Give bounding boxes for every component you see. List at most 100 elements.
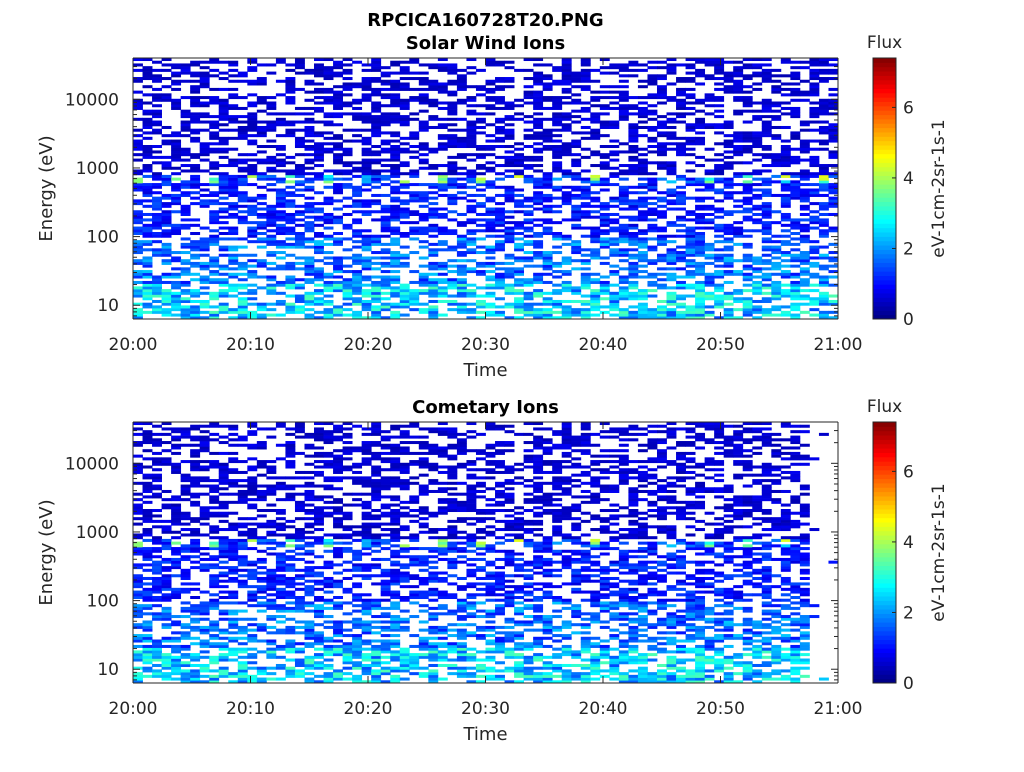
heatmap-cell xyxy=(514,99,524,102)
heatmap-cell xyxy=(209,126,219,129)
heatmap-cell xyxy=(800,270,810,273)
heatmap-cell xyxy=(304,498,314,501)
heatmap-cell xyxy=(428,150,438,153)
heatmap-cell xyxy=(447,178,457,181)
heatmap-cell xyxy=(676,202,686,205)
heatmap-cell xyxy=(133,466,143,469)
heatmap-cell xyxy=(152,104,162,107)
heatmap-cell xyxy=(466,178,476,181)
heatmap-cell xyxy=(362,150,372,153)
heatmap-cell xyxy=(533,278,543,281)
heatmap-cell xyxy=(266,471,276,474)
heatmap-cell xyxy=(781,229,791,232)
heatmap-cell xyxy=(581,156,591,159)
heatmap-cell xyxy=(457,88,467,91)
heatmap-cell xyxy=(714,142,724,145)
heatmap-cell xyxy=(552,186,562,189)
heatmap-cell xyxy=(600,164,610,167)
heatmap-cell xyxy=(647,284,657,287)
heatmap-cell xyxy=(676,175,686,178)
heatmap-cell xyxy=(790,303,800,306)
heatmap-cell xyxy=(200,61,210,64)
heatmap-cell xyxy=(752,74,762,77)
heatmap-cell xyxy=(219,72,229,75)
heatmap-cell xyxy=(381,118,391,121)
heatmap-cell xyxy=(285,582,295,585)
heatmap-cell xyxy=(152,213,162,216)
heatmap-cell xyxy=(581,202,591,205)
heatmap-cell xyxy=(266,593,276,596)
heatmap-cell xyxy=(257,650,267,653)
heatmap-cell xyxy=(181,623,191,626)
heatmap-cell xyxy=(466,66,476,69)
heatmap-cell xyxy=(266,631,276,634)
heatmap-cell xyxy=(295,246,305,249)
heatmap-cell xyxy=(819,295,829,298)
heatmap-cell xyxy=(162,623,172,626)
heatmap-cell xyxy=(285,533,295,536)
heatmap-cell xyxy=(362,237,372,240)
heatmap-cell xyxy=(533,199,543,202)
heatmap-cell xyxy=(819,205,829,208)
heatmap-cell xyxy=(667,256,677,259)
heatmap-cell xyxy=(800,169,810,172)
heatmap-cell xyxy=(447,180,457,183)
heatmap-cell xyxy=(266,159,276,162)
heatmap-cell xyxy=(285,254,295,257)
heatmap-cell xyxy=(200,183,210,186)
heatmap-cell xyxy=(667,314,677,317)
heatmap-cell xyxy=(152,585,162,588)
heatmap-cell xyxy=(514,289,524,292)
heatmap-cell xyxy=(476,286,486,289)
heatmap-cell xyxy=(228,620,238,623)
heatmap-cell xyxy=(181,164,191,167)
heatmap-cell xyxy=(143,620,153,623)
heatmap-cell xyxy=(590,118,600,121)
heatmap-cell xyxy=(285,525,295,528)
heatmap-cell xyxy=(543,229,553,232)
heatmap-cell xyxy=(247,118,257,121)
heatmap-cell xyxy=(209,542,219,545)
heatmap-cell xyxy=(238,601,248,604)
heatmap-cell xyxy=(686,140,696,143)
heatmap-cell xyxy=(771,175,781,178)
heatmap-cell xyxy=(581,259,591,262)
heatmap-cell xyxy=(447,218,457,221)
heatmap-cell xyxy=(390,131,400,134)
heatmap-cell xyxy=(828,191,838,194)
heatmap-cell xyxy=(171,131,181,134)
heatmap-cell xyxy=(647,66,657,69)
colorbar-segment xyxy=(873,171,896,176)
heatmap-cell xyxy=(781,126,791,129)
heatmap-cell xyxy=(552,96,562,99)
heatmap-cell xyxy=(457,99,467,102)
heatmap-cell xyxy=(181,159,191,162)
heatmap-cell xyxy=(571,115,581,118)
heatmap-cell xyxy=(266,672,276,675)
heatmap-cell xyxy=(647,311,657,314)
heatmap-cell xyxy=(133,276,143,279)
heatmap-cell xyxy=(543,99,553,102)
heatmap-cell xyxy=(409,308,419,311)
heatmap-cell xyxy=(771,256,781,259)
heatmap-cell xyxy=(524,121,534,124)
heatmap-cell xyxy=(152,115,162,118)
heatmap-cell xyxy=(486,292,496,295)
heatmap-cell xyxy=(362,284,372,287)
heatmap-cell xyxy=(438,183,448,186)
heatmap-cell xyxy=(285,232,295,235)
heatmap-cell xyxy=(276,145,286,148)
heatmap-cell xyxy=(714,270,724,273)
heatmap-cell xyxy=(638,205,648,208)
heatmap-cell xyxy=(295,183,305,186)
heatmap-cell xyxy=(381,305,391,308)
heatmap-cell xyxy=(743,148,753,151)
heatmap-cell xyxy=(276,591,286,594)
heatmap-cell xyxy=(133,292,143,295)
heatmap-cell xyxy=(647,77,657,80)
heatmap-cell xyxy=(762,189,772,192)
heatmap-cell xyxy=(524,102,534,105)
heatmap-cell xyxy=(800,224,810,227)
heatmap-cell xyxy=(190,156,200,159)
heatmap-cell xyxy=(400,66,410,69)
